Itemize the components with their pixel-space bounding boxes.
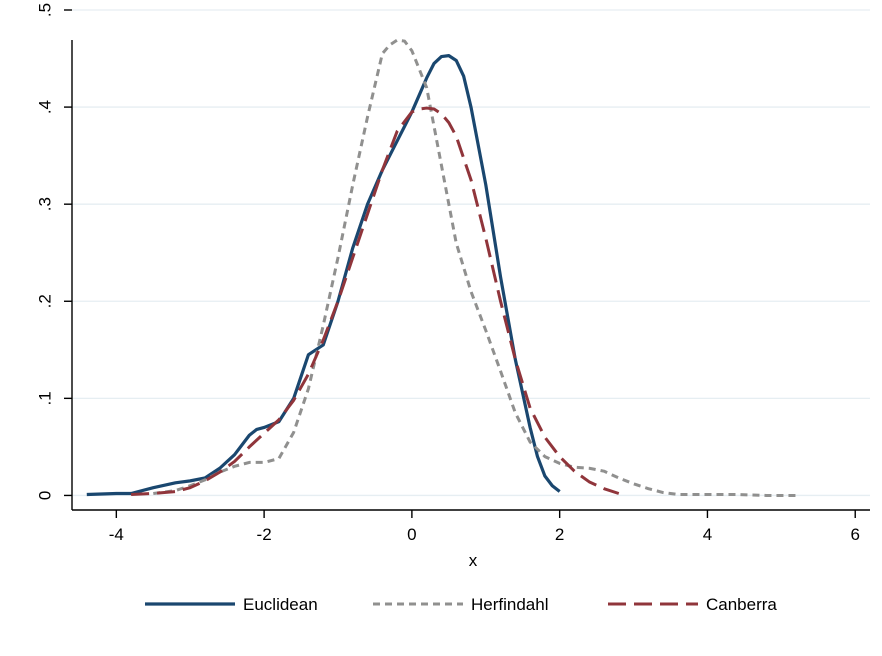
axes: -4 -2 0 2 4 6 0 .1 .2 .3 .4 .5 — [35, 3, 870, 544]
x-tick-label-0: -4 — [109, 525, 124, 544]
series-line-canberra — [131, 106, 620, 496]
series-lines — [86, 38, 797, 497]
series-line-euclidean — [86, 54, 561, 497]
y-tick-label-0: 0 — [35, 491, 54, 500]
x-axis-title: x — [469, 551, 478, 570]
y-tick-label-4: .4 — [35, 100, 54, 114]
x-tick-label-5: 6 — [850, 525, 859, 544]
legend: Euclidean Herfindahl Canberra — [145, 595, 777, 614]
y-tick-label-3: .3 — [35, 197, 54, 211]
y-tick-label-1: .1 — [35, 391, 54, 405]
x-tick-label-1: -2 — [257, 525, 272, 544]
series-line-herfindahl — [153, 38, 797, 497]
x-tick-label-2: 0 — [407, 525, 416, 544]
y-tick-label-2: .2 — [35, 294, 54, 308]
y-tick-label-5: .5 — [35, 3, 54, 17]
legend-label-euclidean: Euclidean — [243, 595, 318, 614]
legend-label-canberra: Canberra — [706, 595, 777, 614]
x-tick-label-4: 4 — [703, 525, 712, 544]
legend-label-herfindahl: Herfindahl — [471, 595, 549, 614]
x-tick-label-3: 2 — [555, 525, 564, 544]
